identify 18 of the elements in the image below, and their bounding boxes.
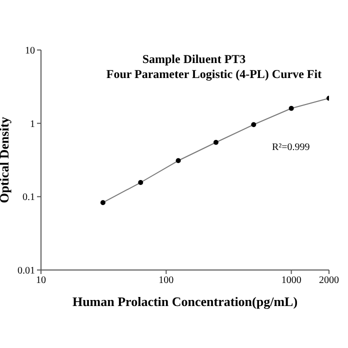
point bbox=[213, 140, 218, 145]
y-tick-label: 0.1 bbox=[22, 192, 35, 204]
y-tick-label: 10 bbox=[25, 46, 35, 57]
point bbox=[100, 200, 106, 206]
point bbox=[176, 158, 181, 164]
y-tick-label: 1 bbox=[30, 118, 35, 130]
x-tick-label: 100 bbox=[158, 275, 174, 286]
x-tick-label: 1000 bbox=[281, 275, 302, 286]
point bbox=[288, 106, 294, 111]
x-axis-title: Human Prolactin Concentration(pg/mL) bbox=[72, 294, 298, 309]
point bbox=[251, 122, 256, 128]
text: Four Parameter Logistic (4-PL) Curve Fit bbox=[105, 67, 323, 82]
annotation: R²=0.999 bbox=[272, 142, 310, 153]
y-tick-label: 0.01 bbox=[18, 266, 35, 277]
chart-title: Sample Diluent PT3 bbox=[141, 52, 247, 67]
x-tick-label: 2000 bbox=[319, 275, 339, 286]
point bbox=[138, 180, 144, 186]
x-tick-label: 10 bbox=[36, 275, 46, 286]
